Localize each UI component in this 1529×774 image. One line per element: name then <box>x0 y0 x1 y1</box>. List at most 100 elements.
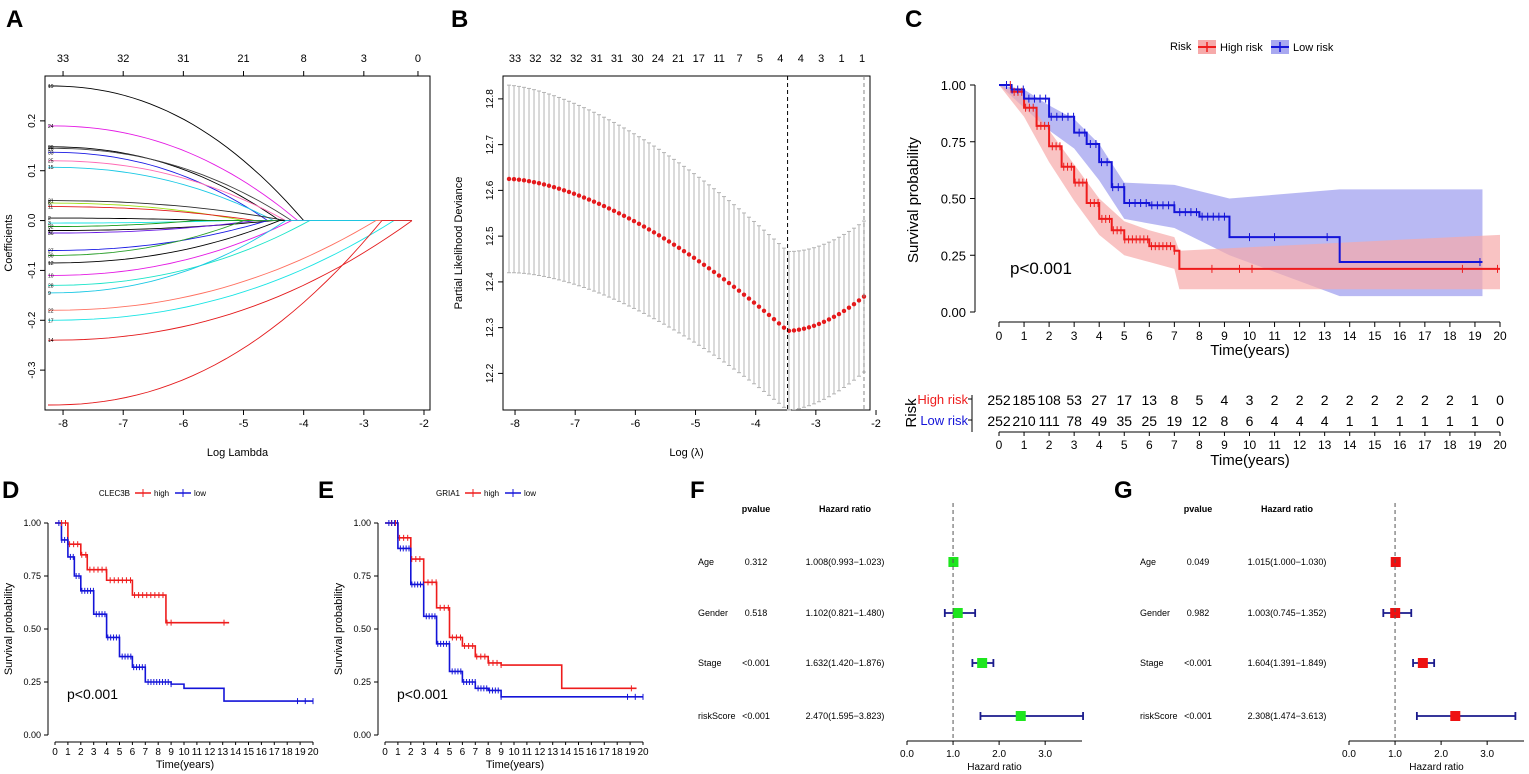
x-tick-label: 4 <box>434 747 440 758</box>
y-tick-label: 0.00 <box>353 730 371 740</box>
x-tick-label: 11 <box>522 747 533 758</box>
deviance-point <box>641 224 647 229</box>
deviance-point <box>721 277 727 282</box>
deviance-point <box>521 178 527 183</box>
coefficient-path <box>48 206 412 222</box>
x-tick-label: 0 <box>996 438 1003 452</box>
top-tick-label: 11 <box>713 53 724 65</box>
x-tick-label: 18 <box>282 747 294 758</box>
y-axis-label: Coefficients <box>3 214 15 272</box>
row-pvalue: <0.001 <box>1184 658 1212 668</box>
panel-g: pvalue Hazard ratio Age 0.049 1.015(1.000−1.… <box>1140 503 1524 773</box>
risk-table-count: 1 <box>1471 413 1479 429</box>
y-tick-label: 0.00 <box>23 730 41 740</box>
row-name: Stage <box>1140 658 1164 668</box>
p-value: p<0.001 <box>1010 259 1072 278</box>
x-tick-label: -7 <box>570 418 580 430</box>
top-tick-label: 32 <box>550 53 562 65</box>
x-tick-label: 13 <box>547 747 559 758</box>
top-tick-label: 31 <box>177 53 189 65</box>
path-index-label: 2 <box>48 216 51 222</box>
y-tick-label: 0.75 <box>353 571 371 581</box>
survival-curve-low <box>55 522 313 702</box>
row-name: Gender <box>1140 608 1170 618</box>
x-tick-label: 0.0 <box>900 749 914 760</box>
x-tick-label: 10 <box>508 747 520 758</box>
x-tick-label: 16 <box>256 747 268 758</box>
x-tick-label: 3.0 <box>1038 749 1052 760</box>
deviance-point <box>651 230 657 235</box>
row-hazard-ratio-text: 1.015(1.000−1.030) <box>1248 557 1327 567</box>
risk-table-count: 25 <box>1142 413 1158 429</box>
y-tick-label: 1.00 <box>353 518 371 528</box>
coefficient-path <box>48 220 412 231</box>
row-pvalue: 0.518 <box>745 608 768 618</box>
deviance-point <box>736 288 742 293</box>
deviance-point <box>626 216 632 221</box>
row-pvalue: 0.982 <box>1187 608 1210 618</box>
x-tick-label: 20 <box>1493 438 1507 452</box>
deviance-point <box>601 203 607 209</box>
panel-label-a: A <box>6 6 23 33</box>
x-tick-label: 18 <box>1443 438 1457 452</box>
y-axis-label: Survival probability <box>333 582 345 675</box>
hazard-ratio-marker <box>1450 711 1461 721</box>
path-index-label: 15 <box>48 165 54 171</box>
risk-table-count: 210 <box>1012 413 1036 429</box>
x-tick-label: 12 <box>1293 438 1307 452</box>
x-tick-label: -4 <box>751 418 761 430</box>
x-tick-label: 15 <box>1368 438 1382 452</box>
y-tick-label: 12.3 <box>485 317 496 337</box>
deviance-point <box>646 227 652 232</box>
survival-curve-high <box>55 522 230 624</box>
x-tick-label: -7 <box>118 418 128 430</box>
y-tick-label: 0.50 <box>353 624 371 634</box>
deviance-point <box>696 259 702 264</box>
x-tick-label: 14 <box>1343 438 1357 452</box>
risk-table-count: 4 <box>1221 392 1229 408</box>
risk-table-count: 1 <box>1371 413 1379 429</box>
top-tick-label: 31 <box>611 53 623 65</box>
top-tick-label: 17 <box>693 53 705 65</box>
deviance-point <box>621 213 627 219</box>
x-tick-label: 3.0 <box>1480 749 1494 760</box>
coefficient-path <box>48 125 412 222</box>
panel-label-b: B <box>451 6 468 33</box>
deviance-point <box>841 308 847 314</box>
deviance-point <box>751 300 757 305</box>
deviance-point <box>631 218 637 224</box>
path-index-label: 26 <box>48 146 54 152</box>
deviance-point <box>516 177 522 182</box>
deviance-point <box>706 266 712 271</box>
survival-curve-low-risk <box>999 84 1483 264</box>
risk-table-count: 111 <box>1038 413 1059 429</box>
x-tick-label: 7 <box>1171 329 1178 343</box>
x-tick-label: 16 <box>1393 329 1407 343</box>
path-index-label: 12 <box>48 261 54 267</box>
deviance-point <box>741 292 747 297</box>
deviance-point <box>611 208 617 214</box>
coefficient-path <box>48 151 412 222</box>
x-tick-label: 12 <box>534 747 546 758</box>
column-header-hazard-ratio: Hazard ratio <box>819 504 872 514</box>
panel-label-c: C <box>905 6 922 33</box>
p-value: p<0.001 <box>67 686 118 702</box>
y-tick-label: 0.25 <box>941 248 966 263</box>
risk-table-count: 4 <box>1271 413 1279 429</box>
x-tick-label: 2 <box>1046 329 1053 343</box>
deviance-point <box>836 311 842 317</box>
x-tick-label: 20 <box>637 747 649 758</box>
deviance-point <box>616 211 622 216</box>
row-hazard-ratio-text: 1.632(1.420−1.876) <box>806 658 885 668</box>
coefficient-path <box>48 146 412 222</box>
deviance-point <box>636 221 642 227</box>
hazard-ratio-marker <box>952 608 963 618</box>
coefficient-path <box>48 220 412 234</box>
legend-label-low: low <box>194 489 206 498</box>
x-tick-label: 3 <box>91 747 97 758</box>
path-index-label: 31 <box>48 199 54 205</box>
y-axis-label: Survival probability <box>905 137 922 263</box>
coefficient-path <box>48 147 412 222</box>
deviance-point <box>571 191 577 196</box>
x-tick-label: 4 <box>104 747 110 758</box>
